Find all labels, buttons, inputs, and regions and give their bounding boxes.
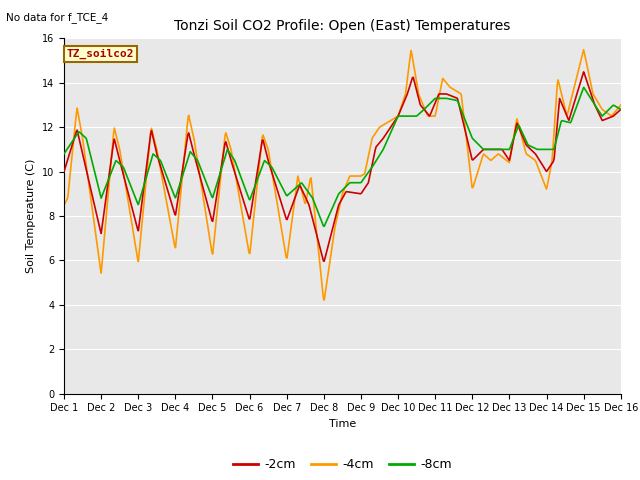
Text: TZ_soilco2: TZ_soilco2 [67, 49, 134, 60]
X-axis label: Time: Time [329, 419, 356, 429]
Y-axis label: Soil Temperature (C): Soil Temperature (C) [26, 159, 36, 273]
Title: Tonzi Soil CO2 Profile: Open (East) Temperatures: Tonzi Soil CO2 Profile: Open (East) Temp… [174, 19, 511, 33]
Text: No data for f_TCE_4: No data for f_TCE_4 [6, 12, 109, 23]
Legend: -2cm, -4cm, -8cm: -2cm, -4cm, -8cm [228, 453, 456, 476]
